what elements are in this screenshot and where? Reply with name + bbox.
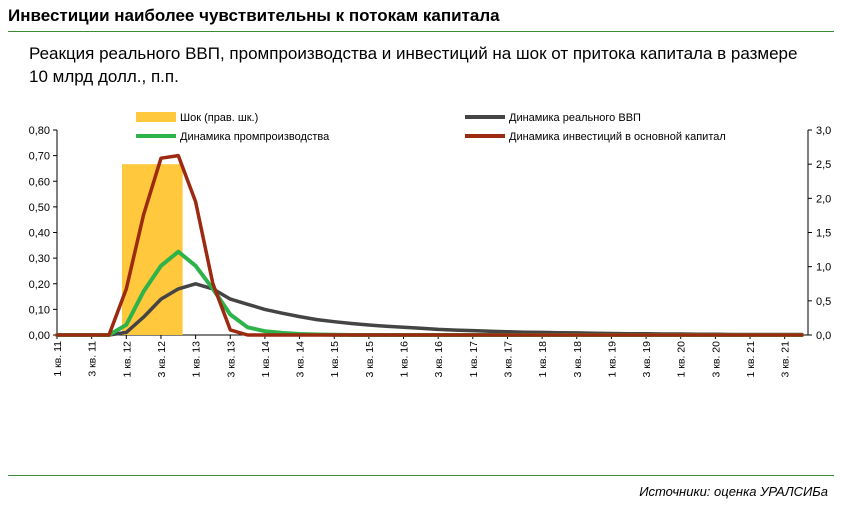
series-line-investment (55, 153, 804, 337)
x-tick-label: 3 кв. 15 (364, 341, 376, 378)
x-tick-label: 1 кв. 11 (52, 341, 64, 377)
y-left-tick-label: 0,10 (29, 304, 50, 316)
x-tick-label: 3 кв. 18 (572, 341, 584, 378)
y-left-tick-label: 0,70 (29, 151, 50, 163)
page-title: Инвестиции наиболее чувствительны к пото… (8, 6, 500, 25)
y-right-tick-label: 2,5 (816, 159, 831, 171)
y-right-tick-label: 1,0 (816, 262, 831, 274)
x-tick-label: 3 кв. 13 (225, 341, 237, 378)
footer-divider (8, 475, 834, 476)
y-left-tick-label: 0,30 (29, 253, 50, 265)
y-right-tick-label: 3,0 (816, 125, 831, 137)
x-tick-label: 1 кв. 20 (676, 341, 688, 378)
x-tick-label: 1 кв. 19 (606, 341, 618, 378)
x-tick-label: 3 кв. 21 (780, 341, 792, 378)
x-tick-label: 3 кв. 19 (641, 341, 653, 378)
source-note: Источники: оценка УРАЛСИБа (639, 484, 828, 499)
x-tick-label: 1 кв. 15 (329, 341, 341, 378)
y-right-tick-label: 0,5 (816, 296, 831, 308)
x-tick-label: 1 кв. 18 (537, 341, 549, 378)
x-tick-label: 1 кв. 12 (121, 341, 133, 378)
y-right-tick-label: 1,5 (816, 228, 831, 240)
series-layer (55, 153, 804, 337)
x-tick-label: 3 кв. 12 (156, 341, 168, 378)
legend-label-industry: Динамика промпроизводства (180, 131, 330, 143)
y-left-tick-label: 0,60 (29, 176, 50, 188)
chart-subtitle: Реакция реального ВВП, промпроизводства … (29, 44, 798, 86)
x-tick-label: 1 кв. 17 (468, 341, 480, 378)
chart-legend: Шок (прав. шк.) Динамика реального ВВП Дин… (136, 112, 726, 143)
x-tick-label: 3 кв. 14 (295, 341, 307, 378)
y-right-tick-label: 2,0 (816, 193, 831, 205)
x-tick-label: 3 кв. 20 (710, 341, 722, 378)
title-divider (8, 31, 834, 32)
y-left-tick-label: 0,20 (29, 279, 50, 291)
x-tick-label: 3 кв. 16 (433, 341, 445, 378)
x-tick-label: 1 кв. 16 (399, 341, 411, 378)
y-left-tick-label: 0,00 (29, 330, 50, 342)
x-tick-label: 1 кв. 21 (745, 341, 757, 378)
x-tick-label: 3 кв. 17 (502, 341, 514, 378)
legend-label-investment: Динамика инвестиций в основной капитал (509, 131, 726, 143)
legend-label-shock: Шок (прав. шк.) (180, 112, 258, 124)
y-right-tick-label: 0,0 (816, 330, 831, 342)
legend-label-gdp: Динамика реального ВВП (509, 112, 641, 124)
y-left-tick-label: 0,80 (29, 125, 50, 137)
y-left-tick-label: 0,50 (29, 202, 50, 214)
x-tick-label: 3 кв. 11 (87, 341, 99, 377)
x-tick-label: 1 кв. 14 (260, 341, 272, 378)
y-left-tick-label: 0,40 (29, 228, 50, 240)
x-tick-label: 1 кв. 13 (191, 341, 203, 378)
legend-swatch-shock (136, 112, 176, 122)
